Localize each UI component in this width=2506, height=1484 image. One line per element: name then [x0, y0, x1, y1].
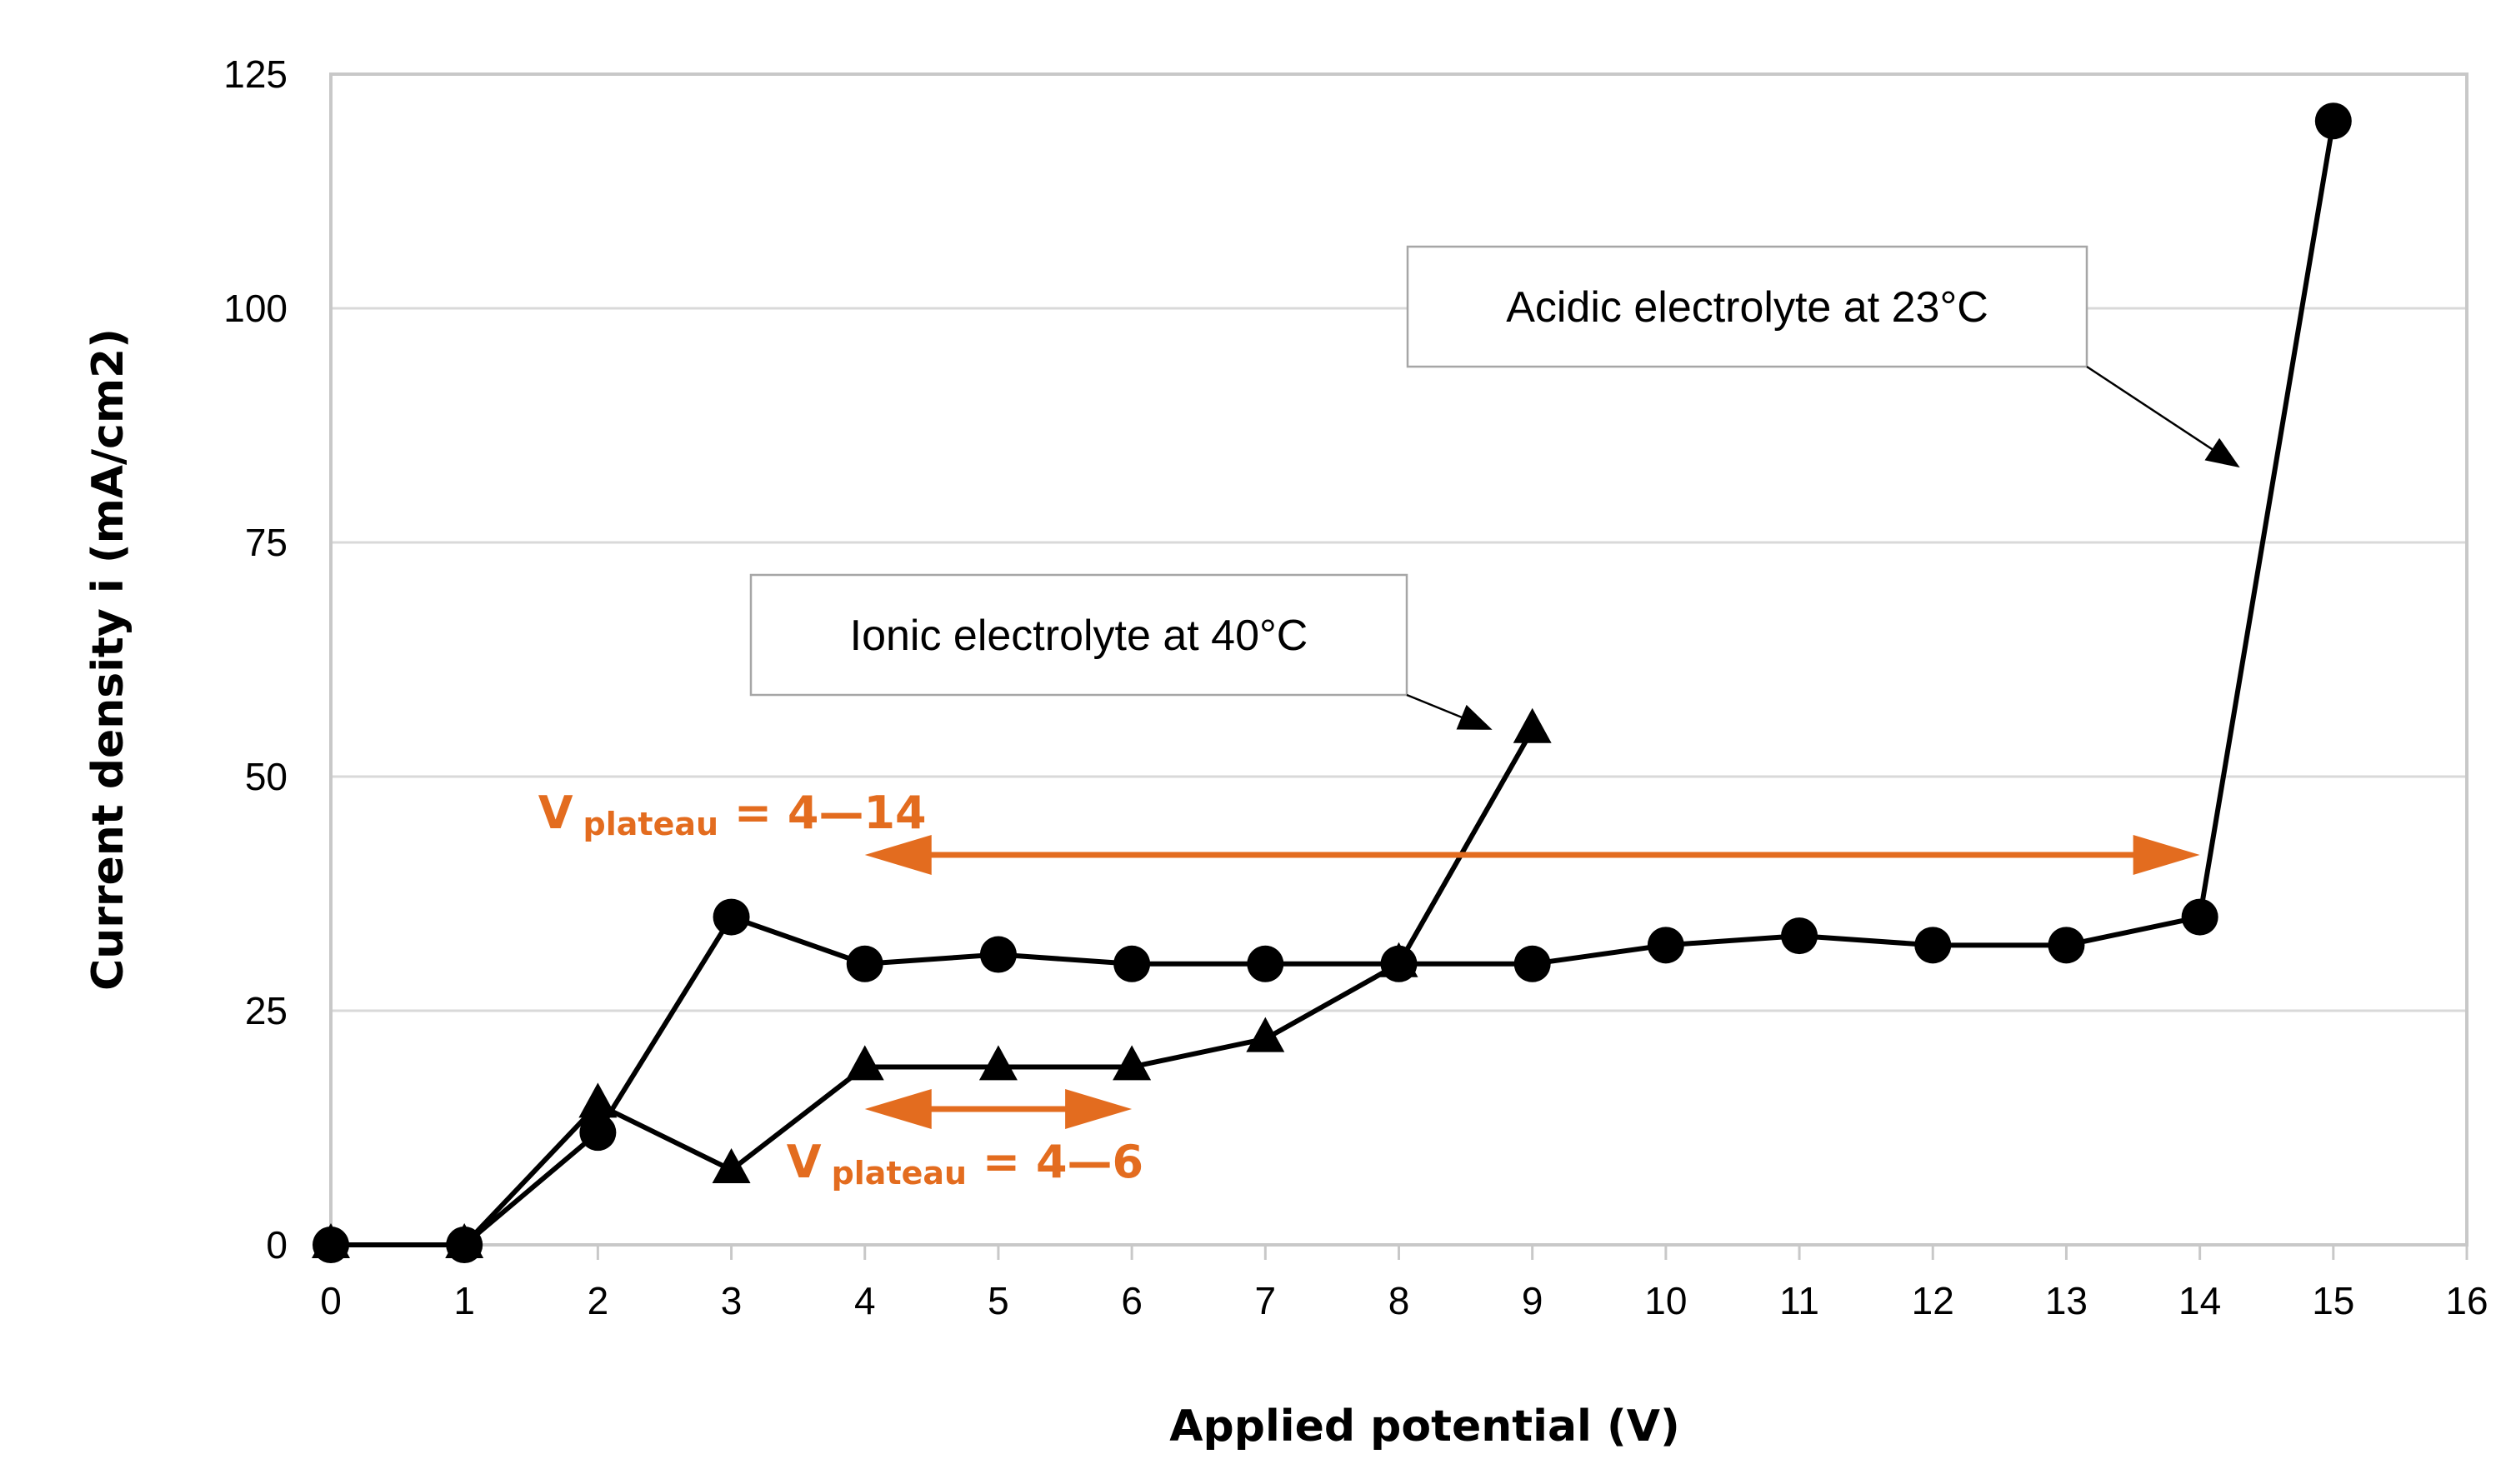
point-acidic-7: [1247, 945, 1284, 982]
callout-acidic-label: Acidic electrolyte at 23°C: [1506, 283, 1988, 332]
series-line-0: [331, 120, 2336, 1247]
plateau-short-label-main: V: [787, 1136, 822, 1188]
point-ionic-8: [1379, 942, 1418, 977]
point-acidic-13: [2048, 927, 2085, 964]
point-acidic-11: [1781, 917, 1818, 955]
point-ionic-5: [978, 1045, 1018, 1081]
x-axis-tick-marks: [329, 1245, 2468, 1260]
point-ionic-4: [845, 1045, 884, 1081]
point-ionic-1: [445, 1222, 484, 1258]
y-tick-label-25: 25: [245, 989, 288, 1032]
point-acidic-5: [979, 936, 1017, 973]
grid-lines: [331, 307, 2467, 1012]
x-tick-label-16: 16: [2445, 1279, 2488, 1322]
point-ionic-6: [1113, 1045, 1152, 1081]
callout-ionic-arrowhead: [1456, 704, 1493, 730]
x-tick-label-1: 1: [453, 1279, 475, 1322]
plateau-wide-label-rest: = 4—14: [718, 787, 927, 839]
point-ionic-0: [312, 1222, 350, 1258]
plateau-wide-arrowhead-right: [2133, 835, 2200, 875]
callout-ionic-label: Ionic electrolyte at 40°C: [850, 612, 1308, 660]
series-line-1: [331, 728, 1535, 1247]
point-ionic-2: [578, 1082, 618, 1118]
plateau-short-label-sub: plateau: [832, 1155, 968, 1192]
callout-ionic: Ionic electrolyte at 40°C: [749, 573, 1493, 730]
x-tick-label-5: 5: [988, 1279, 1009, 1322]
point-ionic-9: [1513, 707, 1552, 743]
y-axis-tick-labels: 0 25 50 75 100 125: [223, 52, 288, 1267]
y-axis-title: Current density i (mA/cm2): [83, 328, 133, 991]
callout-ionic-arrow: [1406, 693, 1470, 722]
callout-ionic-box: [749, 573, 1408, 697]
y-tick-label-50: 50: [245, 755, 288, 798]
x-tick-label-12: 12: [1912, 1279, 1954, 1322]
x-tick-label-10: 10: [1644, 1279, 1687, 1322]
x-tick-label-0: 0: [320, 1279, 342, 1322]
plateau-wide-label-sub: plateau: [583, 806, 719, 842]
series-ionic: [312, 707, 1552, 1258]
point-acidic-14: [2181, 898, 2218, 936]
y-tick-label-0: 0: [266, 1223, 288, 1267]
callout-acidic-arrow: [2086, 365, 2220, 455]
x-tick-label-3: 3: [721, 1279, 743, 1322]
x-tick-label-11: 11: [1779, 1279, 1819, 1322]
x-tick-label-6: 6: [1121, 1279, 1143, 1322]
point-acidic-2: [579, 1114, 617, 1152]
x-tick-label-14: 14: [2178, 1279, 2221, 1322]
x-tick-label-4: 4: [854, 1279, 876, 1322]
point-acidic-15: [2314, 102, 2352, 140]
x-tick-label-7: 7: [1255, 1279, 1277, 1322]
y-tick-label-125: 125: [223, 52, 288, 96]
point-acidic-3: [713, 898, 750, 936]
x-tick-label-8: 8: [1388, 1279, 1410, 1322]
x-tick-label-15: 15: [2312, 1279, 2354, 1322]
callout-acidic-arrowhead: [2204, 437, 2240, 468]
point-acidic-12: [1914, 927, 1952, 964]
point-acidic-9: [1513, 945, 1551, 982]
x-tick-label-2: 2: [588, 1279, 609, 1322]
callout-acidic-box: [1406, 245, 2088, 368]
x-axis-title: Applied potential (V): [1169, 1402, 1680, 1452]
point-acidic-6: [1113, 945, 1151, 982]
point-acidic-10: [1647, 927, 1684, 964]
plateau-wide-arrowhead-left: [864, 835, 932, 875]
point-ionic-7: [1246, 1017, 1285, 1052]
x-axis-tick-labels: 0 1 2 3 4 5 6 7 8 9 10 11 12 13 14 15 16: [320, 1279, 2488, 1322]
y-tick-label-100: 100: [223, 287, 288, 330]
point-acidic-4: [846, 945, 883, 982]
plateau-short-arrowhead-left: [864, 1089, 932, 1129]
plateau-short-arrowhead-right: [1065, 1089, 1133, 1129]
plateau-short-label-rest: = 4—6: [967, 1136, 1143, 1188]
point-ionic-3: [712, 1148, 751, 1184]
data-series: [312, 102, 2352, 1263]
x-tick-label-13: 13: [2045, 1279, 2088, 1322]
callout-acidic: Acidic electrolyte at 23°C: [1406, 245, 2240, 468]
y-tick-label-75: 75: [245, 521, 288, 564]
plateau-wide-label-main: V: [538, 787, 573, 839]
x-tick-label-9: 9: [1522, 1279, 1543, 1322]
